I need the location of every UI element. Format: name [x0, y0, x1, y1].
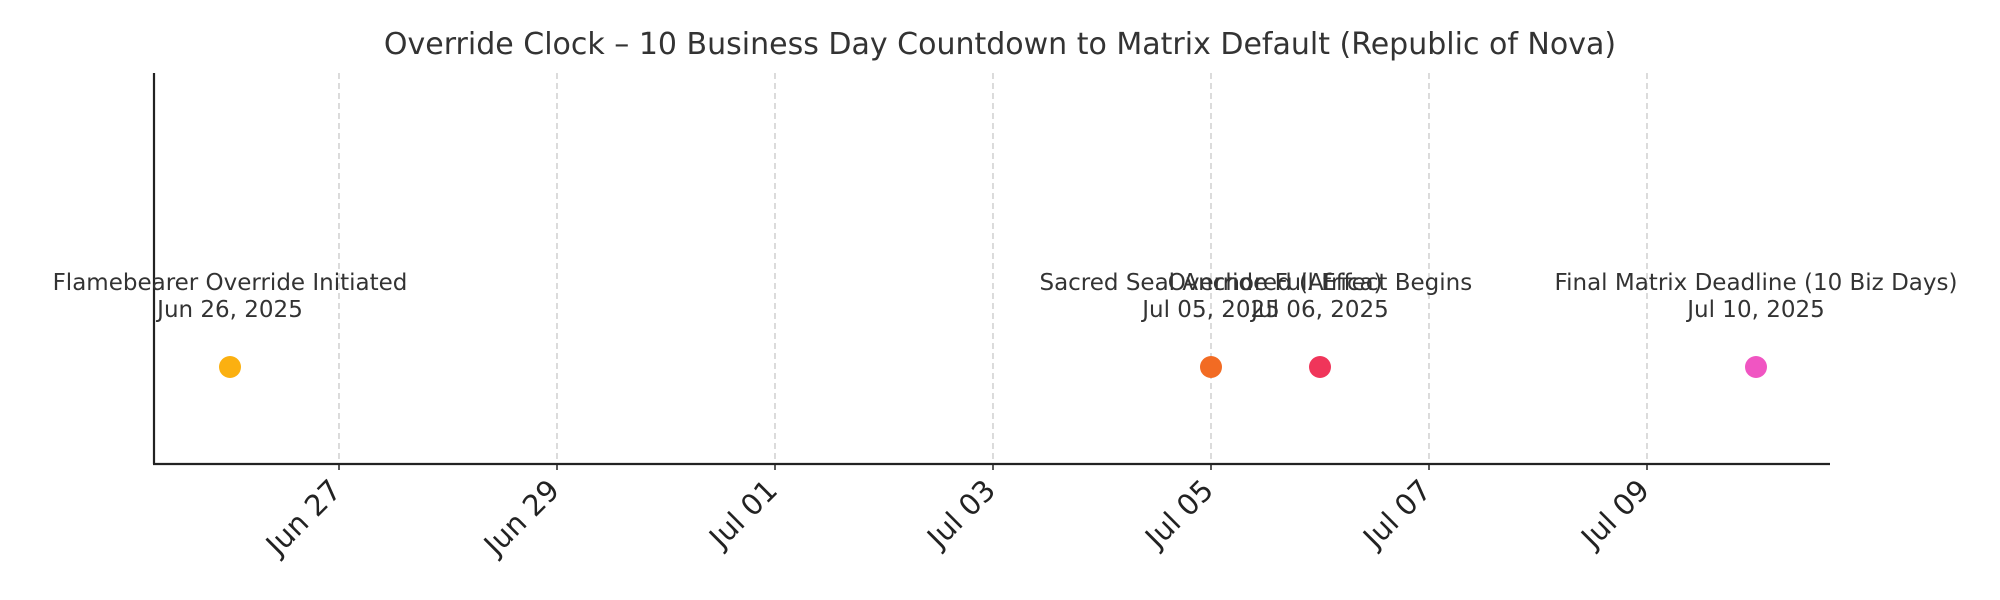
event-label: Sacred Seal Anchored (Africa) [1039, 270, 1382, 296]
x-tick-label: Jun 27 [258, 473, 348, 563]
x-tick-label: Jul 09 [1573, 473, 1656, 556]
x-tick-label: Jul 07 [1355, 473, 1438, 556]
tick-layer: Jun 27 Jun 29 Jul 01 Jul 03 Jul 05 Jul 07 Jul … [258, 464, 1656, 563]
chart-title: Override Clock – 10 Business Day Countdo… [384, 27, 1616, 62]
axes-layer [152, 73, 1830, 466]
event-marker [1745, 356, 1767, 378]
event-label: Flamebearer Override Initiated [53, 270, 408, 296]
x-tick-label: Jun 29 [476, 473, 566, 563]
event-marker [219, 356, 241, 378]
x-tick-label: Jul 05 [1137, 473, 1220, 556]
event-marker [1309, 356, 1331, 378]
event-label: Override Full Effect Begins [1168, 270, 1472, 296]
event-date-label: Jul 10, 2025 [1685, 297, 1824, 323]
event-label: Final Matrix Deadline (10 Biz Days) [1555, 270, 1958, 296]
event-date-label: Jun 26, 2025 [155, 297, 303, 323]
x-tick-label: Jul 01 [701, 473, 784, 556]
x-tick-label: Jul 03 [919, 473, 1002, 556]
event-marker [1200, 356, 1222, 378]
grid-layer [338, 73, 1648, 464]
event-date-label: Jul 05, 2025 [1140, 297, 1279, 323]
event-date-label: Jul 06, 2025 [1249, 297, 1388, 323]
